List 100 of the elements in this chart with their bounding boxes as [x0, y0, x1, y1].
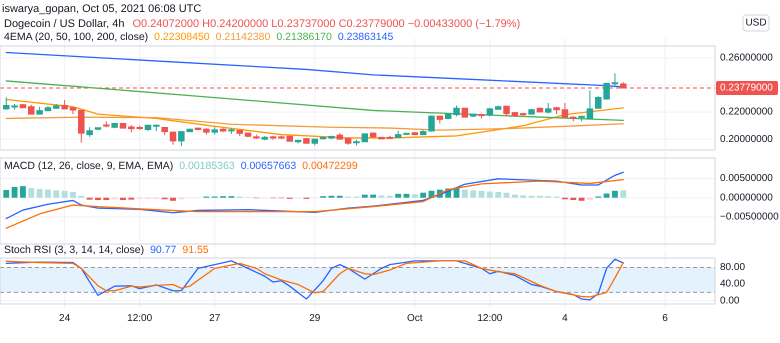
candlestick	[3, 96, 10, 110]
text: 0.00657663	[240, 160, 296, 172]
bar	[12, 186, 18, 198]
bar	[45, 190, 51, 198]
ref-line-label: 0.23779000	[720, 82, 774, 94]
candlestick	[94, 126, 102, 131]
candlestick	[161, 126, 168, 136]
candlestick	[478, 113, 485, 119]
text: iswarya_gopan, Oct 05, 2021 06:08 UTC	[2, 3, 202, 15]
x-tick-label: 12:00	[127, 313, 153, 324]
candlestick	[170, 131, 176, 146]
legend-title: MACD (12, 26, close, 9, EMA, EMA)	[4, 160, 174, 172]
candlestick	[111, 122, 118, 129]
y-tick-label: 0.00	[720, 295, 740, 306]
text: 0.21386170	[276, 31, 332, 43]
candlestick	[294, 139, 302, 144]
y-tick-label: −0.00500000	[720, 212, 780, 223]
text: 90.77	[150, 244, 177, 256]
bar	[604, 193, 610, 198]
candlestick	[486, 107, 494, 117]
x-tick-label: 12:00	[477, 313, 503, 324]
candlestick	[220, 128, 226, 133]
bar	[620, 190, 626, 198]
candlestick	[353, 139, 360, 146]
candlestick	[86, 126, 93, 138]
candlestick	[344, 137, 352, 146]
candlestick	[261, 135, 268, 141]
bar	[120, 198, 126, 200]
bar	[470, 190, 476, 198]
chart-title: Dogecoin / US Dollar, 4h	[4, 18, 124, 30]
legend-title: 4EMA (20, 50, 100, 200, close)	[4, 31, 148, 43]
series-label: 91.55	[182, 244, 209, 256]
candlestick	[595, 96, 602, 110]
bar	[612, 190, 618, 198]
bar	[570, 198, 576, 200]
candlestick	[544, 102, 552, 114]
x-tick-label: 6	[662, 313, 668, 324]
y-tick-label: 0.26000000	[720, 52, 774, 64]
legend-title: Stoch RSI (3, 3, 14, 14, close)	[4, 244, 144, 256]
x-tick-label: 29	[309, 313, 321, 324]
bar	[28, 188, 34, 198]
bar	[420, 192, 426, 198]
bar	[362, 194, 368, 198]
y-tick-label: 40.00	[720, 278, 746, 290]
candlestick	[386, 135, 394, 140]
bar	[504, 192, 510, 198]
candlestick	[28, 104, 35, 116]
line-series	[6, 178, 624, 229]
bar	[62, 190, 68, 198]
candlestick	[444, 113, 452, 120]
candlestick	[253, 134, 260, 140]
candlestick	[453, 104, 460, 117]
candlestick	[336, 132, 344, 140]
text: 0.00185363	[179, 160, 235, 172]
candlestick	[120, 122, 126, 130]
candlestick	[244, 132, 252, 138]
line-series	[6, 116, 624, 131]
bar	[462, 190, 468, 198]
candlestick	[236, 130, 243, 137]
candlestick	[128, 124, 135, 133]
text: O0.24072000 H0.24200000 L0.23737000 C0.23779000 −0.00433000 (−1.79%)	[132, 18, 520, 30]
bar	[404, 194, 410, 198]
bar	[512, 194, 518, 198]
candlestick	[362, 133, 368, 143]
text: 0.22308450	[154, 31, 210, 43]
candlestick	[570, 116, 576, 122]
x-tick-label: Oct	[407, 313, 423, 324]
line-series	[6, 98, 624, 139]
bar	[578, 198, 585, 201]
bar	[170, 198, 176, 201]
bar	[36, 188, 43, 198]
candlestick	[520, 112, 526, 116]
bar	[486, 192, 493, 198]
text: USD	[745, 18, 767, 29]
bar	[495, 192, 502, 198]
x-tick-label: 27	[209, 313, 221, 324]
bar	[370, 194, 376, 198]
candlestick	[53, 103, 60, 110]
line-series	[6, 80, 624, 121]
candlestick	[78, 110, 85, 144]
candlestick	[103, 120, 110, 128]
candlestick	[536, 106, 544, 114]
candlestick	[436, 115, 444, 124]
bar	[70, 192, 76, 198]
candlestick	[211, 126, 218, 136]
text: 0.00472299	[302, 160, 358, 172]
text: 0.21142380	[216, 31, 271, 43]
bar	[395, 194, 402, 198]
x-tick-label: 24	[59, 313, 71, 324]
candlestick	[528, 108, 535, 116]
text: 0.23863145	[338, 31, 394, 43]
candlestick	[228, 128, 235, 134]
line-series	[6, 172, 624, 220]
bar	[103, 198, 110, 200]
candlestick	[412, 132, 418, 136]
candlestick	[20, 103, 26, 109]
bar	[3, 190, 10, 198]
candlestick	[186, 128, 193, 133]
candlestick	[494, 104, 502, 110]
x-tick-label: 4	[562, 313, 568, 324]
